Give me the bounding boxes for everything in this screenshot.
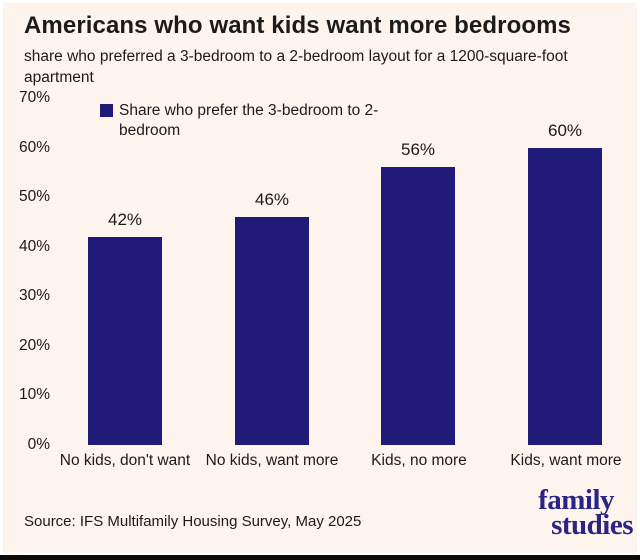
y-tick-label: 40%: [18, 238, 50, 255]
logo-line-studies: studies: [551, 509, 633, 541]
bar-value-label: 60%: [547, 120, 583, 140]
bar-no-kids-dont-want: [88, 236, 162, 445]
x-axis-label: Kids, want more: [510, 452, 622, 469]
bar-column: 42%: [88, 210, 162, 445]
y-tick-label: 10%: [18, 386, 50, 403]
y-tick-label: 20%: [18, 337, 50, 354]
logo-line-family: family: [538, 484, 615, 516]
legend-swatch-icon: [100, 104, 113, 117]
bar-column: 56%: [381, 140, 455, 445]
x-axis-label: No kids, don't want: [59, 452, 191, 469]
bar-value-label: 46%: [254, 190, 290, 209]
bar-value-label: 42%: [107, 209, 143, 229]
page-title: Americans who want kids want more bedroo…: [24, 12, 571, 39]
bar-kids-want-more: [528, 147, 602, 445]
bottom-border-strip: [0, 555, 640, 560]
bar-no-kids-want-more: [235, 217, 309, 445]
source-note: Source: IFS Multifamily Housing Survey, …: [24, 513, 362, 530]
y-tick-label: 60%: [18, 139, 50, 156]
plot-area: 42% 46% 56% 60%: [88, 98, 628, 445]
y-tick-label: 30%: [18, 287, 50, 304]
chart-card: Americans who want kids want more bedroo…: [3, 3, 637, 553]
bar-value-label: 56%: [400, 140, 436, 160]
y-tick-label: 70%: [18, 89, 50, 106]
x-axis-label: Kids, no more: [371, 452, 467, 469]
x-axis-label: No kids, want more: [205, 452, 339, 469]
bar-column: 60%: [528, 121, 602, 445]
bar-column: 46%: [235, 190, 309, 445]
y-tick-label: 0%: [27, 436, 50, 453]
legend: Share who prefer the 3-bedroom to 2-bedr…: [100, 101, 390, 141]
chart-subtitle: share who preferred a 3-bedroom to a 2-b…: [24, 48, 568, 86]
bar-kids-no-more: [381, 167, 455, 445]
family-studies-logo: family studies: [538, 484, 633, 541]
legend-label: Share who prefer the 3-bedroom to 2-bedr…: [119, 102, 379, 139]
y-tick-label: 50%: [18, 188, 50, 205]
